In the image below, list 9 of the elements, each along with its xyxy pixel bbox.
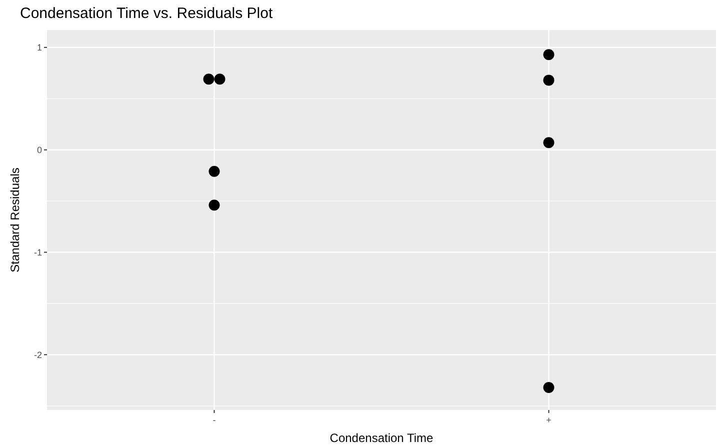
y-tick-label: 0 xyxy=(36,144,42,155)
x-tick-label: + xyxy=(546,415,552,425)
x-axis-title: Condensation Time xyxy=(330,431,434,445)
y-tick-label: -1 xyxy=(34,247,42,258)
y-tick-label: 1 xyxy=(36,42,42,53)
chart-title: Condensation Time vs. Residuals Plot xyxy=(20,5,274,22)
y-tick-label: -2 xyxy=(34,350,42,360)
x-tick-label: - xyxy=(212,415,216,425)
y-axis-title: Standard Residuals xyxy=(8,168,22,272)
